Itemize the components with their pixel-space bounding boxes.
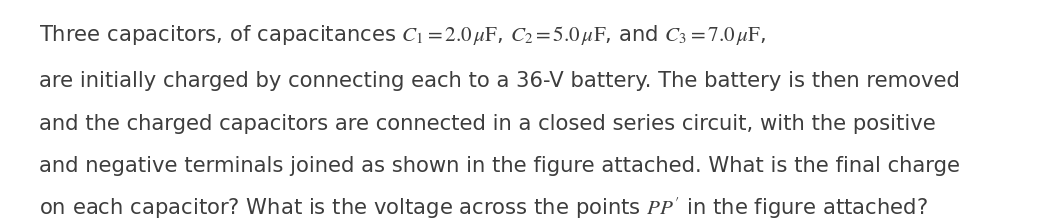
Text: are initially charged by connecting each to a 36-V battery. The battery is then : are initially charged by connecting each… <box>39 71 960 91</box>
Text: and the charged capacitors are connected in a closed series circuit, with the po: and the charged capacitors are connected… <box>39 114 936 134</box>
Text: and negative terminals joined as shown in the figure attached. What is the final: and negative terminals joined as shown i… <box>39 156 960 176</box>
Text: Three capacitors, of capacitances $C_1 = 2.0\,\mu\mathrm{F}$, $C_2 = 5.0\,\mu\ma: Three capacitors, of capacitances $C_1 =… <box>39 23 767 47</box>
Text: on each capacitor? What is the voltage across the points $PP'$ in the figure att: on each capacitor? What is the voltage a… <box>39 196 929 221</box>
